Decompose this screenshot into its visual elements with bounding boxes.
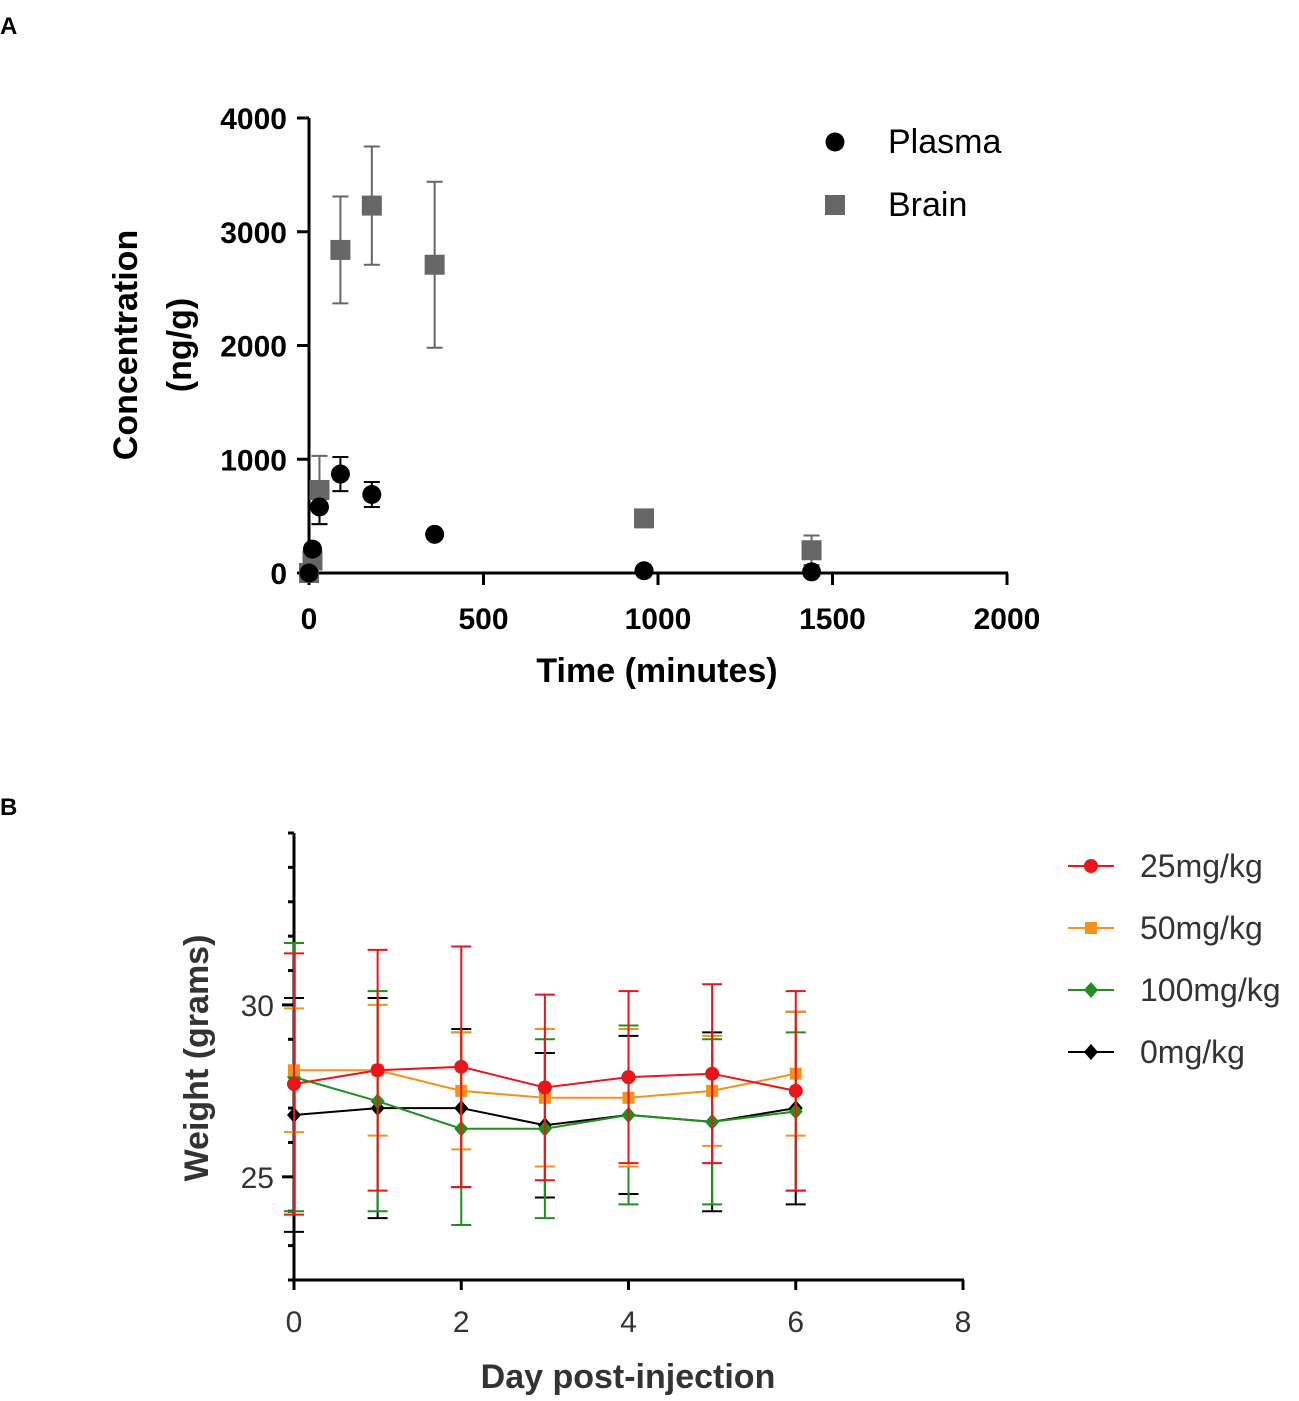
chart-a-point-plasma bbox=[302, 539, 322, 559]
chart-a-point-plasma bbox=[309, 497, 329, 517]
chart-a-x-tick-label: 2000 bbox=[974, 603, 1041, 636]
chart-a-point-brain bbox=[309, 479, 330, 500]
chart-a-point-plasma bbox=[330, 464, 350, 484]
chart-a-y-axis-label-line1: Concentration bbox=[107, 230, 145, 460]
chart-b-point bbox=[370, 1063, 385, 1078]
chart-a-point-brain bbox=[801, 540, 822, 561]
chart-a-y-tick-label: 0 bbox=[270, 558, 287, 591]
chart-a: 0 500 1000 1500 2000 0 1000 2000 3000 4000 Plasm… bbox=[107, 103, 1040, 690]
chart-a-point-brain bbox=[361, 195, 382, 216]
legend-b-label: 50mg/kg bbox=[1140, 910, 1263, 946]
chart-b-point bbox=[621, 1070, 636, 1085]
chart-b-y-tick-label: 25 bbox=[241, 1162, 274, 1195]
chart-a-y-ticks: 0 1000 2000 3000 4000 bbox=[220, 103, 309, 591]
chart-a-y-tick-label: 2000 bbox=[220, 331, 287, 364]
chart-a-point-brain bbox=[424, 254, 445, 275]
chart-a-point-plasma bbox=[425, 524, 445, 544]
legend-brain-marker bbox=[825, 195, 845, 215]
legend-b-label: 0mg/kg bbox=[1140, 1034, 1245, 1070]
chart-a-points bbox=[299, 195, 822, 583]
chart-b-x-tick-label: 8 bbox=[955, 1306, 972, 1339]
legend-plasma-label: Plasma bbox=[888, 123, 1001, 161]
chart-b-point bbox=[788, 1083, 803, 1098]
chart-a-y-tick-label: 3000 bbox=[220, 217, 287, 250]
chart-a-point-brain bbox=[634, 508, 655, 529]
chart-a-y-tick-label: 4000 bbox=[220, 103, 287, 136]
chart-b-x-axis-label: Day post-injection bbox=[481, 1358, 776, 1396]
chart-a-point-brain bbox=[330, 239, 351, 260]
chart-b-series bbox=[284, 942, 806, 1233]
panel-label-b: B bbox=[0, 794, 17, 821]
legend-b-marker bbox=[1084, 982, 1098, 998]
chart-b-point bbox=[537, 1080, 552, 1095]
chart-a-x-tick-label: 1500 bbox=[799, 603, 866, 636]
legend-brain-label: Brain bbox=[888, 186, 967, 224]
chart-b-point bbox=[287, 1077, 301, 1092]
chart-b-point bbox=[454, 1059, 469, 1074]
chart-b-y-tick-label: 30 bbox=[241, 990, 274, 1023]
chart-b-x-tick-label: 4 bbox=[620, 1306, 637, 1339]
chart-b-point bbox=[705, 1066, 720, 1081]
chart-a-point-plasma bbox=[362, 485, 382, 505]
chart-a-legend: Plasma Brain bbox=[825, 123, 1001, 224]
chart-a-x-ticks: 0 500 1000 1500 2000 bbox=[301, 573, 1041, 636]
chart-a-x-axis-label: Time (minutes) bbox=[536, 652, 777, 690]
chart-a-y-axis-label-line2: (ng/g) bbox=[161, 298, 199, 392]
chart-b-x-tick-label: 2 bbox=[453, 1306, 470, 1339]
chart-a-x-tick-label: 500 bbox=[458, 603, 508, 636]
chart-b-y-axis-label: Weight (grams) bbox=[178, 935, 216, 1182]
chart-b-x-tick-label: 0 bbox=[286, 1306, 303, 1339]
panel-label-a: A bbox=[0, 13, 17, 40]
chart-b-y-ticks: 25 30 bbox=[241, 831, 294, 1282]
chart-a-error-bars bbox=[311, 145, 820, 567]
chart-b-legend: 25mg/kg 50mg/kg 100mg/kg 0mg/kg bbox=[1068, 848, 1281, 1070]
chart-a-point-plasma bbox=[802, 562, 822, 582]
legend-b-label: 25mg/kg bbox=[1140, 848, 1263, 884]
chart-a-point-plasma bbox=[299, 563, 319, 583]
chart-b-series-25mg-per-kg bbox=[284, 945, 806, 1216]
legend-b-marker bbox=[1084, 1044, 1098, 1060]
chart-a-x-tick-label: 0 bbox=[301, 603, 318, 636]
chart-a-y-tick-label: 1000 bbox=[220, 444, 287, 477]
legend-plasma-marker bbox=[825, 132, 845, 152]
chart-a-point-plasma bbox=[634, 561, 654, 581]
chart-b-x-ticks: 0 2 4 6 8 bbox=[286, 1280, 972, 1339]
legend-b-label: 100mg/kg bbox=[1140, 972, 1281, 1008]
legend-b-marker bbox=[1084, 859, 1098, 873]
chart-a-x-tick-label: 1000 bbox=[625, 603, 692, 636]
chart-b-x-tick-label: 6 bbox=[787, 1306, 804, 1339]
legend-b-marker bbox=[1085, 922, 1097, 934]
